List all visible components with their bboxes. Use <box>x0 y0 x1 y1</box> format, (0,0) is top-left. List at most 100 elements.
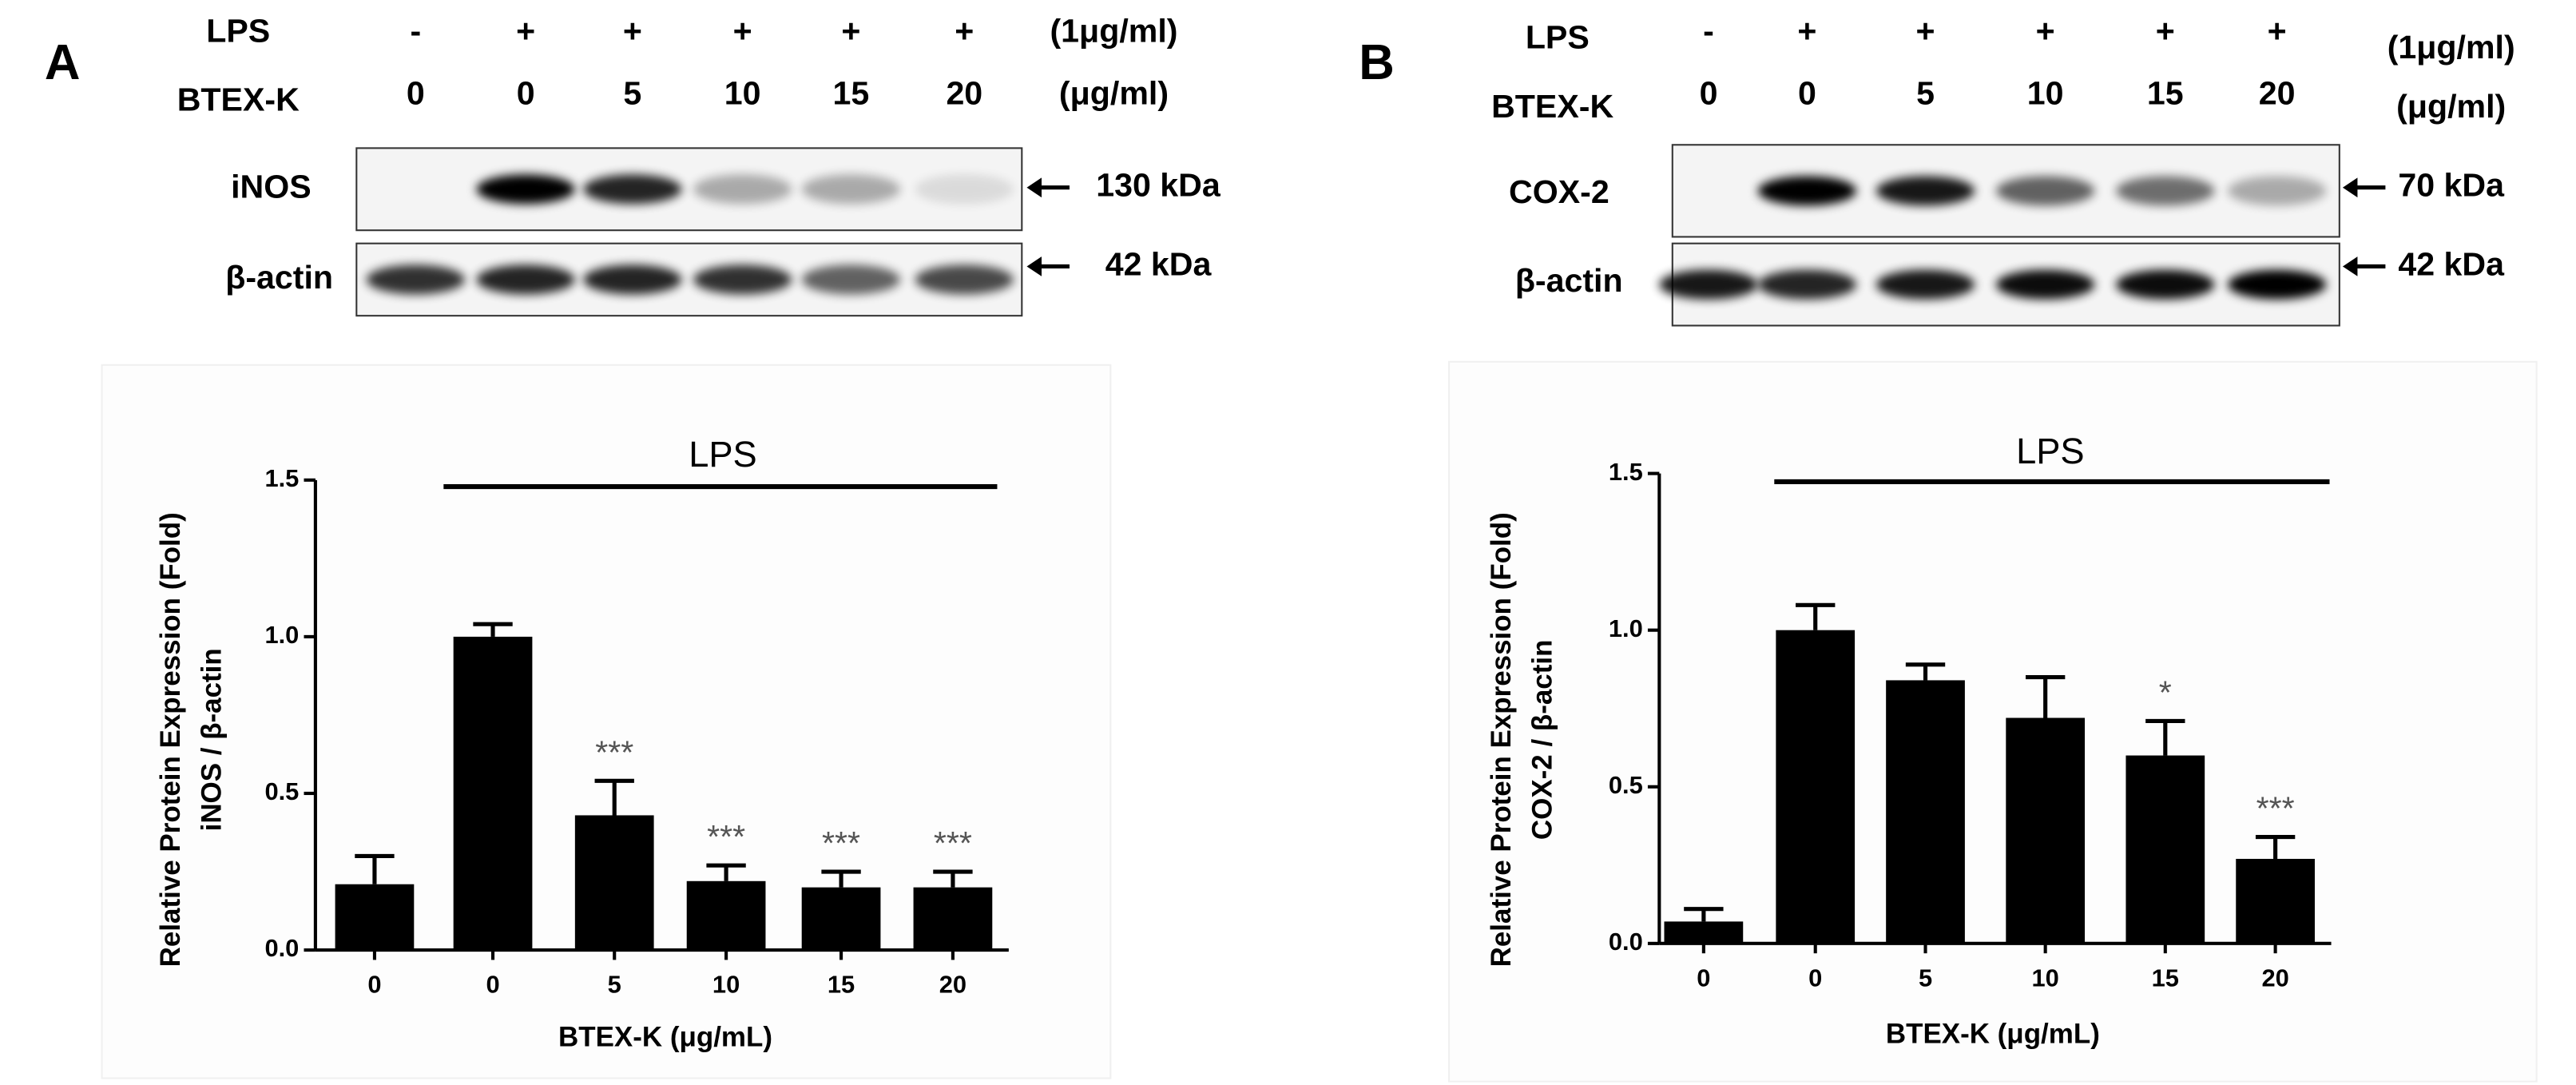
blot-band <box>1757 176 1857 206</box>
x-tick-label: 20 <box>939 970 966 998</box>
lps-sign: + <box>2156 12 2175 49</box>
significance: *** <box>822 825 860 861</box>
band-size: 42 kDa <box>2398 245 2505 282</box>
dose: 15 <box>2147 74 2184 111</box>
dose-label: BTEX-K <box>1491 88 1613 125</box>
blot-band <box>693 174 792 205</box>
significance: *** <box>595 733 633 770</box>
bar <box>2236 858 2315 944</box>
blot-band <box>2116 176 2215 206</box>
lps-sign: - <box>1703 12 1714 49</box>
blot-band <box>1995 269 2095 300</box>
band-name: iNOS <box>231 169 312 205</box>
y-tick-label: 0.5 <box>264 777 299 805</box>
x-tick-label: 20 <box>2261 964 2288 992</box>
blot-band <box>2227 269 2327 300</box>
x-tick-label: 0 <box>367 970 381 998</box>
dose: 15 <box>833 74 870 111</box>
y-tick-label: 1.5 <box>1609 458 1643 486</box>
bar <box>686 880 766 951</box>
lps-sign: + <box>1797 12 1816 49</box>
blot-band <box>366 264 466 295</box>
bar <box>2006 717 2086 944</box>
blot-band <box>693 264 792 295</box>
arrow-head <box>2342 177 2358 198</box>
dose-label: BTEX-K <box>177 81 300 118</box>
dose: 0 <box>517 74 535 111</box>
dose: 0 <box>407 74 425 111</box>
dose-unit: (μg/ml) <box>2396 88 2506 125</box>
y-axis-label: COX-2 / β-actin <box>1527 640 1558 841</box>
arrow-head <box>1026 256 1042 276</box>
lps-sign: + <box>516 12 535 49</box>
dose-unit: (μg/ml) <box>1059 74 1169 111</box>
blot-band <box>915 174 1014 205</box>
dose: 0 <box>1798 74 1816 111</box>
annotation: LPS <box>2016 431 2085 471</box>
arrow-head <box>2342 256 2358 276</box>
x-tick-label: 0 <box>1808 964 1822 992</box>
y-tick-label: 1.5 <box>264 464 299 492</box>
x-tick-label: 10 <box>712 970 740 998</box>
significance: *** <box>707 818 745 855</box>
annotation: LPS <box>689 434 756 475</box>
lps-unit: (1μg/ml) <box>2387 29 2515 66</box>
y-tick-label: 0.5 <box>1609 771 1643 799</box>
band-name: β-actin <box>225 259 333 296</box>
band-size: 42 kDa <box>1105 245 1213 282</box>
x-tick-label: 15 <box>828 970 855 998</box>
bar <box>2125 755 2205 944</box>
dose: 5 <box>1916 74 1935 111</box>
panel-letter: A <box>45 35 81 90</box>
x-tick-label: 5 <box>608 970 621 998</box>
dose: 0 <box>1700 74 1718 111</box>
y-axis-label: iNOS / β-actin <box>196 648 228 831</box>
bar <box>801 887 881 951</box>
dose: 20 <box>946 74 982 111</box>
lps-label: LPS <box>1526 18 1590 55</box>
dose: 10 <box>724 74 761 111</box>
lps-sign: + <box>1916 12 1935 49</box>
blot-band <box>1995 176 2095 206</box>
x-tick-label: 15 <box>2152 964 2179 992</box>
dose: 10 <box>2027 74 2064 111</box>
bar <box>1664 921 1744 944</box>
blot-band <box>476 264 575 295</box>
x-tick-label: 10 <box>2032 964 2059 992</box>
y-tick-label: 1.0 <box>1609 614 1643 642</box>
dose: 20 <box>2259 74 2296 111</box>
blot-band <box>1757 269 1857 300</box>
blot-band <box>801 174 901 205</box>
panel-background <box>101 364 1112 1079</box>
x-tick-label: 0 <box>1697 964 1710 992</box>
panel-letter: B <box>1359 35 1395 90</box>
blot-frame <box>355 147 1023 232</box>
band-name: β-actin <box>1515 262 1623 299</box>
blot-band <box>915 264 1014 295</box>
blot-band <box>1659 269 1758 300</box>
blot-band <box>583 174 682 205</box>
band-size: 130 kDa <box>1096 167 1221 204</box>
blot-band <box>801 264 901 295</box>
bar <box>1886 680 1965 944</box>
significance: * <box>2159 674 2172 710</box>
x-tick-label: 5 <box>1919 964 1932 992</box>
lps-unit: (1μg/ml) <box>1050 12 1177 49</box>
x-tick-label: 0 <box>486 970 499 998</box>
blot-band <box>2227 176 2327 206</box>
bar <box>913 887 993 951</box>
lps-sign: + <box>2268 12 2287 49</box>
arrow-head <box>1026 177 1042 198</box>
x-axis-label: BTEX-K (μg/mL) <box>1886 1018 2100 1049</box>
lps-sign: + <box>841 12 860 49</box>
lps-sign: + <box>2036 12 2055 49</box>
blot-band <box>1875 176 1975 206</box>
y-axis-label: Relative Protein Expression (Fold) <box>1486 512 1517 967</box>
blot-band <box>2116 269 2215 300</box>
blot-band <box>583 264 682 295</box>
x-axis-label: BTEX-K (μg/mL) <box>558 1021 772 1052</box>
lps-sign: + <box>623 12 642 49</box>
bar <box>1776 630 1856 944</box>
